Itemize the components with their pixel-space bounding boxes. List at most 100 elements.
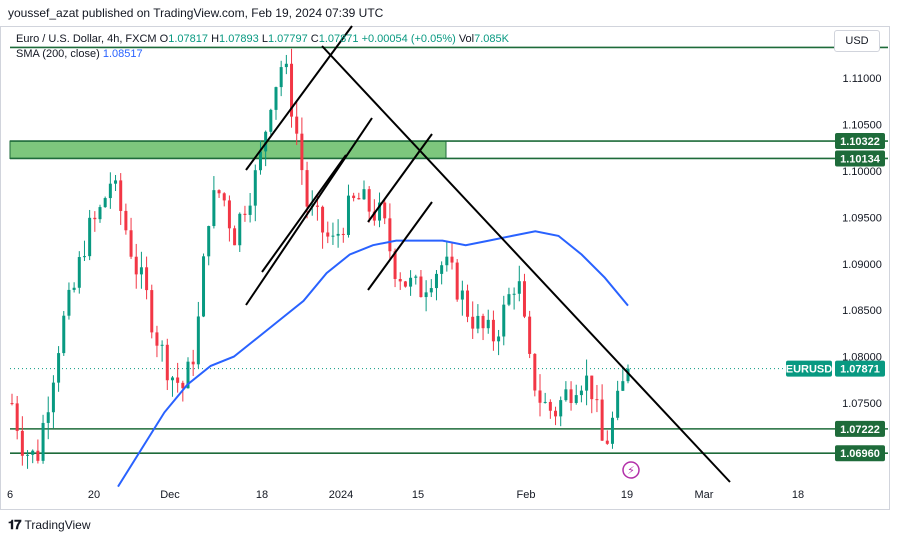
candle-body	[616, 390, 620, 418]
candle-body	[507, 294, 511, 305]
candle-body	[372, 211, 376, 221]
candle-body	[460, 290, 464, 300]
candle-body	[67, 289, 71, 316]
candle-body	[579, 390, 583, 396]
chart-frame[interactable]	[0, 26, 890, 510]
candle-body	[559, 400, 563, 417]
candle-body	[20, 430, 24, 456]
candle-body	[10, 403, 14, 405]
candle-body	[238, 213, 242, 246]
resistance-zone	[9, 140, 447, 159]
price-tag-label: 1.10134	[840, 153, 881, 165]
open-label: O	[159, 33, 169, 45]
candle-body	[455, 262, 459, 300]
price-tag-bg	[835, 420, 885, 437]
candle-body	[181, 382, 185, 389]
candle-body	[522, 281, 526, 317]
candle-body	[93, 217, 97, 220]
candle-body	[170, 377, 174, 381]
high-label: H	[211, 33, 220, 45]
candle-body	[502, 304, 506, 337]
candle-body	[621, 381, 625, 391]
candle-body	[62, 315, 66, 354]
candle-body	[202, 256, 206, 317]
candle-body	[564, 389, 568, 401]
x-tick-label: Dec	[160, 489, 180, 501]
candle-body	[497, 336, 501, 342]
candle-body	[486, 319, 490, 329]
price-tag-bg	[835, 133, 885, 150]
candle-body	[248, 205, 252, 215]
candle-body	[585, 375, 589, 391]
candle-body	[300, 133, 304, 171]
volume-label: Vol	[458, 33, 475, 45]
candle-body	[440, 265, 444, 274]
candle-body	[134, 256, 138, 275]
symbol-legend: Euro / U.S. Dollar, 4h, FXCM O1.07817 H1…	[16, 33, 509, 45]
candle-body	[414, 276, 418, 278]
candle-body	[129, 230, 133, 257]
candle-body	[191, 361, 195, 365]
publish-header: youssef_azat published on TradingView.co…	[8, 6, 384, 20]
symbol-title: Euro / U.S. Dollar, 4h, FXCM	[16, 33, 157, 45]
candle-body	[543, 401, 547, 403]
candle-body	[77, 257, 81, 288]
candle-body	[378, 202, 382, 221]
candle-body	[336, 233, 340, 236]
candle-body	[212, 190, 216, 227]
candle-body	[471, 316, 475, 329]
price-tag-label: 1.06960	[840, 448, 880, 460]
candle-body	[517, 281, 521, 294]
trend-line	[321, 45, 731, 483]
footer-brand: TradingView	[24, 518, 91, 532]
candle-body	[114, 180, 118, 184]
price-tag-label: EURUSD	[786, 364, 833, 376]
candle-body	[51, 382, 55, 413]
y-tick-label: 1.07500	[842, 398, 882, 410]
candle-body	[46, 412, 50, 423]
candle-body	[31, 450, 35, 455]
trend-line	[367, 201, 433, 291]
y-tick-label: 1.11000	[843, 73, 882, 85]
sma-value: 1.08517	[102, 48, 143, 60]
candle-body	[196, 316, 200, 365]
candle-body	[533, 353, 537, 391]
candle-body	[341, 233, 345, 235]
candle-body	[124, 210, 128, 231]
trend-line	[245, 25, 353, 171]
candle-body	[626, 368, 630, 382]
candle-body	[227, 200, 231, 229]
candle-body	[72, 287, 76, 290]
candle-body	[403, 281, 407, 287]
x-tick-label: 19	[621, 489, 633, 501]
candle-body	[108, 183, 112, 199]
trend-line	[367, 133, 433, 223]
candle-body	[290, 63, 294, 117]
candle-body	[57, 353, 61, 383]
candle-body	[388, 218, 392, 252]
currency-button[interactable]: USD	[834, 30, 880, 52]
price-tag-label: 1.10322	[840, 136, 880, 148]
y-tick-label: 1.10000	[842, 166, 882, 178]
candle-body	[160, 344, 164, 346]
trend-line	[261, 154, 347, 273]
candle-body	[409, 277, 413, 287]
candle-body	[150, 290, 154, 333]
candle-body	[284, 63, 288, 68]
price-tag-bg	[835, 360, 885, 377]
candle-body	[383, 202, 387, 219]
tv-logo-icon: 𝟏𝟕	[8, 517, 22, 532]
y-tick-label: 1.09500	[842, 212, 882, 224]
candle-body	[253, 170, 257, 206]
candle-body	[419, 276, 423, 298]
change-value: +0.00054 (+0.05%)	[361, 33, 456, 45]
candle-body	[222, 193, 226, 201]
candle-body	[574, 395, 578, 404]
candle-body	[424, 292, 428, 298]
candle-body	[357, 198, 361, 200]
volume-value: 7.085K	[474, 33, 509, 45]
sma-legend: SMA (200, close) 1.08517	[16, 48, 143, 60]
candle-body	[103, 198, 107, 208]
candle-body	[88, 217, 92, 257]
